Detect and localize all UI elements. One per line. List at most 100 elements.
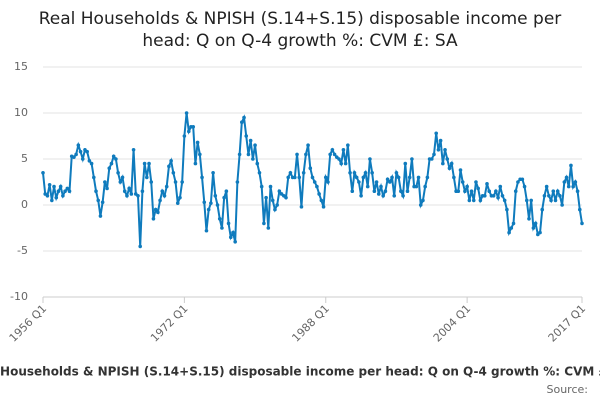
point (94, 189, 98, 193)
point (343, 161, 348, 166)
x-tick-label: 1956 Q1 (7, 302, 50, 345)
point (443, 148, 447, 152)
point (496, 195, 500, 200)
x-tick-label: 2017 Q1 (546, 302, 589, 345)
point (142, 161, 147, 166)
point (288, 171, 293, 175)
point (275, 203, 279, 207)
point (392, 194, 397, 198)
point (520, 177, 525, 182)
point (149, 180, 154, 184)
point (374, 180, 379, 184)
point (240, 120, 244, 124)
point (500, 194, 505, 198)
point (293, 175, 297, 180)
point (173, 180, 178, 184)
point (98, 214, 103, 218)
point (381, 194, 385, 198)
point (169, 159, 173, 163)
point (136, 194, 140, 198)
x-tick-label: 2004 Q1 (431, 302, 474, 345)
point (547, 194, 551, 198)
point (425, 175, 430, 180)
point (370, 171, 374, 175)
point (549, 198, 553, 203)
point (191, 125, 196, 129)
point (562, 180, 567, 184)
point (449, 161, 454, 166)
point (429, 157, 434, 161)
point (67, 189, 72, 193)
point (560, 203, 564, 207)
point (180, 180, 184, 184)
point (195, 140, 200, 145)
point (153, 207, 158, 212)
point (244, 134, 249, 138)
point (151, 217, 156, 221)
point (388, 180, 392, 184)
point (330, 148, 335, 152)
point (85, 149, 89, 154)
point (158, 198, 162, 203)
point (321, 205, 326, 209)
point (465, 184, 469, 189)
point (266, 226, 271, 230)
y-tick-label: 10 (14, 106, 28, 119)
point (65, 186, 70, 191)
point (308, 166, 313, 170)
point (145, 175, 149, 180)
point (224, 189, 229, 193)
point (186, 129, 191, 134)
point (569, 163, 573, 168)
point (553, 198, 558, 203)
point (242, 115, 246, 120)
point (310, 175, 315, 180)
point (304, 152, 308, 157)
point (319, 198, 324, 203)
point (529, 198, 533, 203)
point (575, 189, 580, 193)
point (418, 203, 423, 207)
point (463, 189, 467, 193)
point (312, 180, 317, 184)
point (540, 207, 545, 212)
chart-title: Real Households & NPISH (S.14+S.15) disp… (38, 9, 562, 51)
point (259, 184, 264, 189)
point (228, 235, 233, 239)
point (204, 228, 209, 233)
point (332, 152, 337, 157)
point (140, 189, 145, 193)
point (286, 175, 291, 180)
point (379, 184, 383, 189)
point (460, 180, 465, 184)
point (52, 184, 56, 189)
point (354, 175, 359, 180)
point (376, 192, 381, 196)
point (147, 161, 151, 166)
point (264, 195, 268, 200)
point (361, 175, 366, 180)
point (182, 134, 187, 138)
point (114, 157, 118, 161)
point (129, 192, 134, 196)
point (507, 230, 511, 235)
point (341, 148, 346, 152)
point (485, 182, 489, 186)
point (339, 161, 344, 166)
point (160, 189, 165, 193)
point (217, 217, 222, 221)
point (233, 240, 237, 244)
point (533, 221, 538, 226)
point (326, 180, 330, 184)
x-tick-label: 1972 Q1 (148, 302, 191, 345)
point (505, 207, 509, 212)
point (352, 171, 357, 175)
point (474, 180, 478, 184)
point (476, 186, 480, 191)
point (120, 175, 125, 180)
point (306, 143, 310, 147)
y-tick-label: 15 (14, 60, 28, 73)
point (421, 198, 425, 203)
point (509, 226, 514, 230)
